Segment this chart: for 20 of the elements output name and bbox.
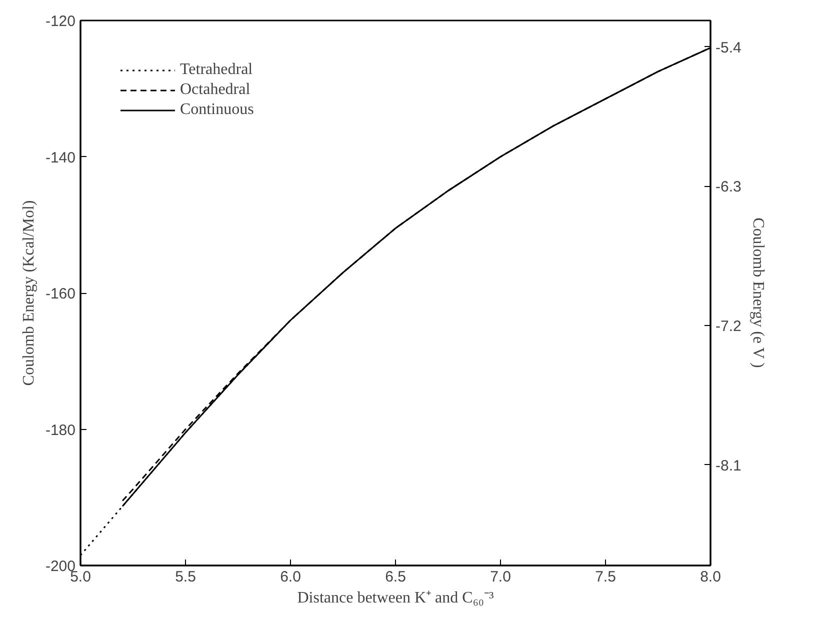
- y-tick-label: -120: [45, 13, 76, 30]
- legend-label: Tetrahedral: [180, 61, 253, 79]
- y2-tick-label: -5.4: [716, 39, 742, 56]
- y2-tick-label: -7.2: [716, 318, 742, 336]
- y2-axis-title: Coulomb Energy (e V ): [749, 218, 766, 368]
- y2-tick-label: -6.3: [716, 178, 742, 196]
- y-tick-label: -180: [45, 422, 76, 439]
- legend-label: Octahedral: [180, 81, 250, 99]
- y-tick-label: -160: [45, 286, 76, 302]
- y-axis-title: Coulomb Energy (Kcal/Mol): [20, 200, 38, 386]
- x-tick-label: 7.0: [490, 568, 511, 586]
- x-tick-label: 6.5: [385, 568, 406, 586]
- y-tick-label: -140: [45, 149, 76, 166]
- y2-tick-label: -8.1: [716, 457, 742, 474]
- x-tick-label: 8.0: [700, 568, 721, 586]
- x-tick-label: 5.5: [175, 568, 196, 586]
- x-tick-label: 7.5: [595, 568, 616, 586]
- x-axis-title: Distance between K⁺ and C₆₀⁻³: [297, 590, 494, 606]
- x-tick-label: 6.0: [280, 568, 301, 586]
- legend-label: Continuous: [180, 101, 254, 119]
